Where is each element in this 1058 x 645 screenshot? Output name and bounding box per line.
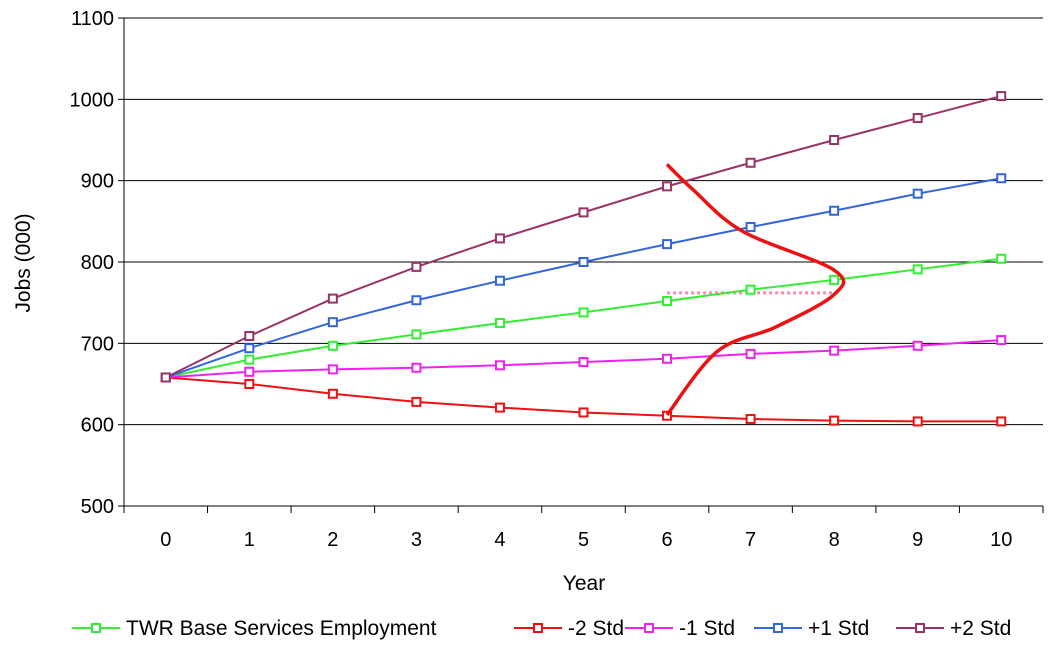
data-point — [411, 261, 422, 272]
data-point — [244, 366, 255, 377]
legend-swatch-marker — [915, 623, 925, 633]
data-point — [829, 135, 840, 145]
y-tick-label: 500 — [81, 496, 114, 518]
data-point — [327, 317, 338, 328]
y-tick-label: 1100 — [71, 8, 114, 30]
distribution-curve — [665, 163, 846, 416]
legend-label: +2 Std — [950, 617, 1011, 640]
data-point — [578, 257, 589, 267]
data-point — [244, 354, 255, 365]
data-point — [745, 284, 756, 295]
data-point — [996, 253, 1007, 264]
y-axis-title: Jobs (000) — [12, 213, 35, 312]
x-tick-label: 8 — [829, 529, 840, 551]
data-point — [912, 188, 923, 199]
data-point — [494, 402, 505, 413]
x-tick-label: 10 — [990, 529, 1012, 551]
data-point — [745, 157, 756, 168]
data-point — [327, 293, 338, 304]
legend-label: TWR Base Services Employment — [126, 617, 437, 640]
data-point — [996, 335, 1007, 346]
tick-labels: 500 600 700 800 900 1000 1100 0 1 2 3 4 5 6 7 8 9 10 — [70, 8, 1013, 551]
x-tick-label: 6 — [661, 529, 672, 551]
data-point — [745, 348, 756, 359]
data-point — [578, 357, 589, 368]
data-point — [578, 407, 589, 418]
x-tick-label: 3 — [411, 529, 422, 551]
data-point — [829, 274, 840, 285]
y-tick-label: 1000 — [70, 89, 115, 111]
y-tick-label: 900 — [81, 171, 114, 193]
data-point — [662, 239, 673, 250]
data-point — [411, 396, 422, 407]
legend-swatch-marker — [773, 623, 783, 633]
data-point — [745, 413, 756, 424]
data-point — [829, 415, 840, 426]
data-point — [662, 410, 673, 421]
data-point — [578, 307, 589, 318]
legend: TWR Base Services Employment -2 Std -1 Std… — [72, 617, 1011, 640]
data-point — [912, 340, 923, 351]
data-point — [244, 331, 255, 342]
data-point — [912, 113, 923, 124]
legend-label: +1 Std — [808, 617, 869, 640]
data-point — [244, 343, 255, 354]
legend-swatch-marker — [533, 623, 543, 633]
legend-label: -2 Std — [568, 617, 624, 640]
data-point — [662, 296, 673, 307]
data-point — [996, 91, 1007, 102]
data-point — [411, 295, 422, 306]
x-axis-title: Year — [563, 572, 605, 595]
data-point — [411, 362, 422, 373]
data-point — [327, 388, 338, 399]
x-tick-label: 4 — [494, 529, 505, 551]
legend-label: -1 Std — [679, 617, 735, 640]
series-group — [160, 91, 1007, 427]
x-tick-label: 9 — [912, 529, 923, 551]
axes — [118, 17, 1044, 513]
x-tick-label: 5 — [578, 529, 589, 551]
data-point — [996, 173, 1007, 184]
data-point — [327, 340, 338, 351]
data-point — [745, 222, 756, 233]
data-point — [494, 275, 505, 286]
data-point — [494, 233, 505, 244]
data-point — [912, 264, 923, 275]
data-point — [494, 360, 505, 371]
data-point — [244, 379, 255, 389]
data-point — [327, 364, 338, 375]
y-tick-label: 700 — [81, 333, 114, 355]
data-point — [494, 318, 505, 328]
x-tick-label: 7 — [745, 529, 756, 551]
y-tick-label: 600 — [81, 415, 114, 437]
data-point — [662, 181, 673, 192]
data-point — [578, 207, 589, 218]
data-point — [829, 205, 840, 216]
x-tick-label: 0 — [160, 529, 171, 551]
data-point — [829, 345, 840, 356]
x-tick-label: 2 — [327, 529, 338, 551]
x-tick-label: 1 — [244, 529, 255, 551]
data-point — [411, 329, 422, 340]
legend-swatch-marker — [91, 623, 101, 633]
data-point — [912, 416, 923, 427]
data-point — [662, 353, 673, 364]
legend-swatch-marker — [644, 623, 654, 633]
data-point — [160, 372, 171, 383]
y-tick-label: 800 — [81, 252, 114, 274]
data-point — [996, 416, 1007, 427]
